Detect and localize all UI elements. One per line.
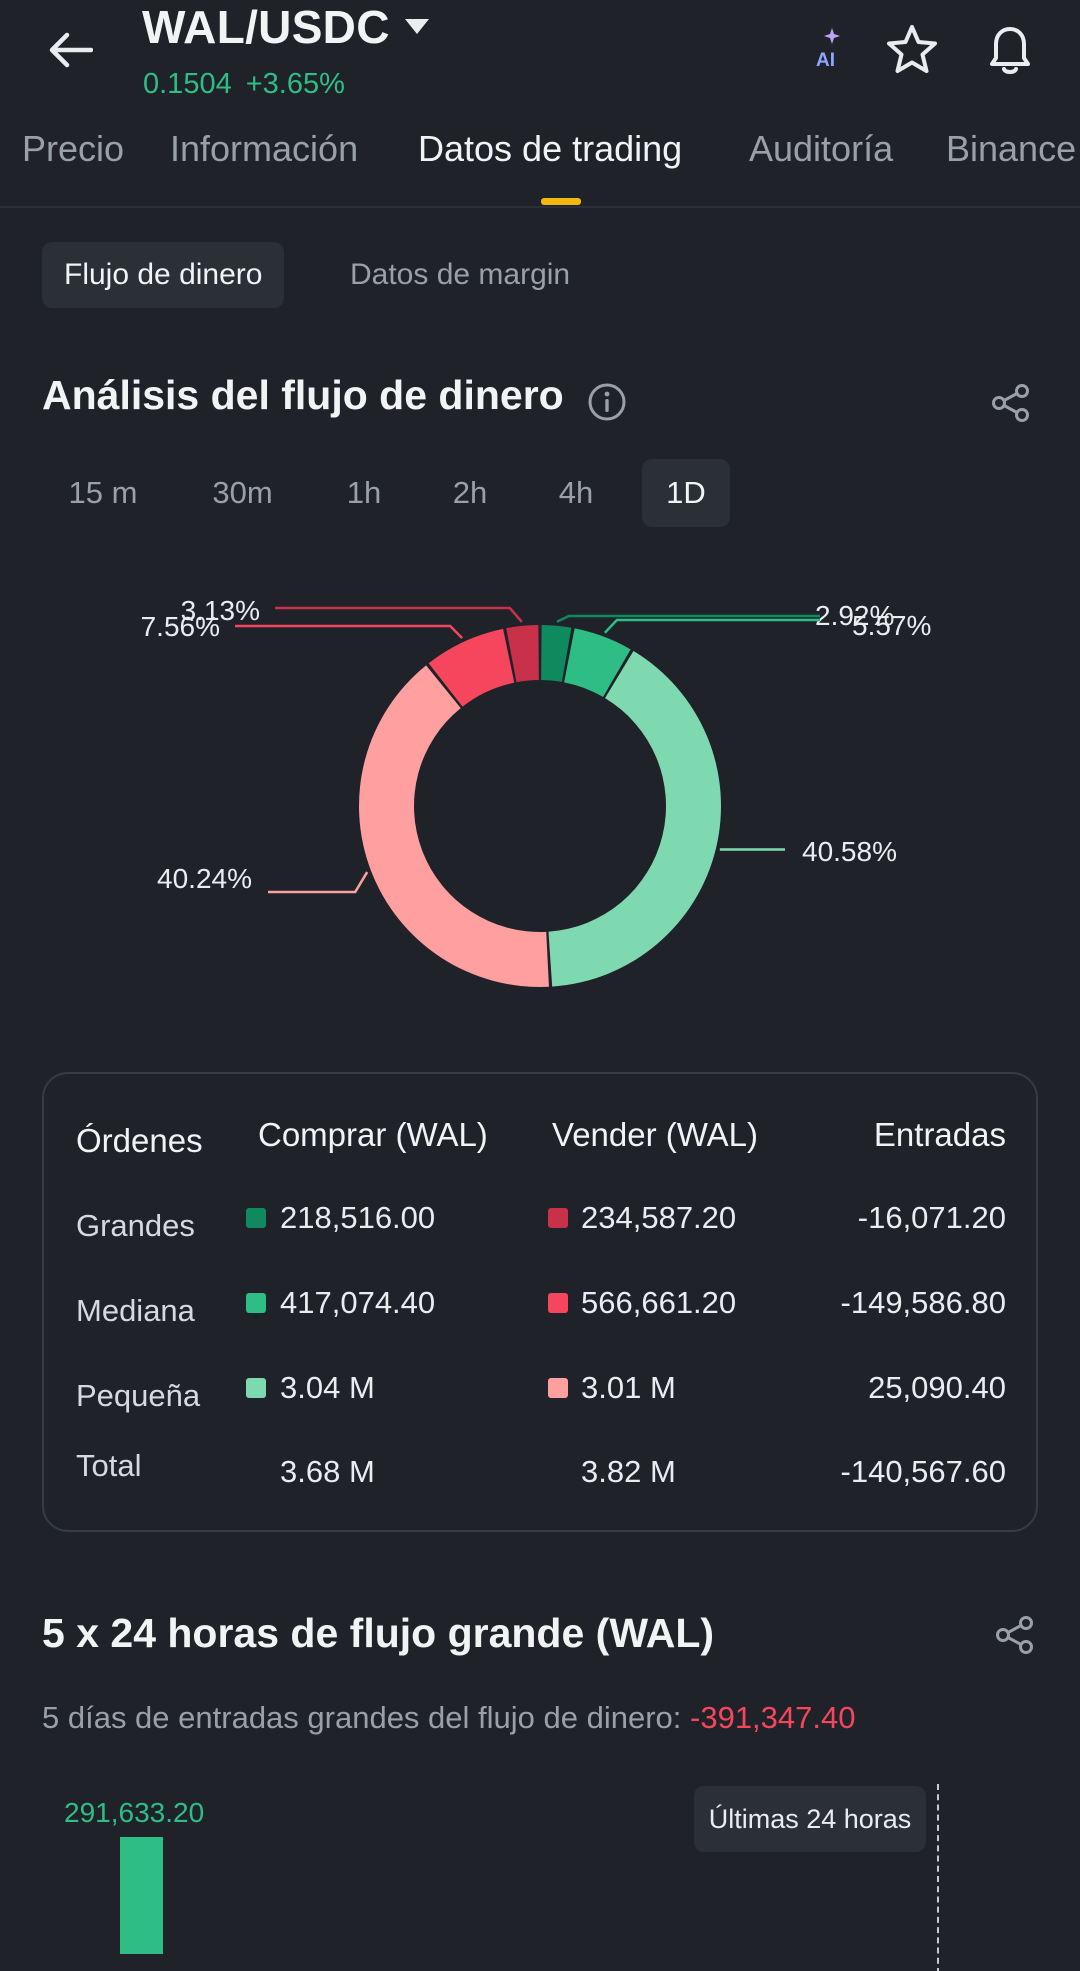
info-icon <box>588 383 626 421</box>
timeframe-2h[interactable]: 2h <box>452 475 488 510</box>
share-analysis-button[interactable] <box>990 382 1032 424</box>
star-icon <box>887 25 937 73</box>
slice-label: 40.24% <box>157 863 252 894</box>
header-entradas: Entradas <box>873 1116 1006 1153</box>
pair-title: WAL/USDC <box>142 1 390 53</box>
donut-slice[interactable] <box>506 625 539 683</box>
subtab-datos-de-margin[interactable]: Datos de margin <box>350 258 571 291</box>
last-price: 0.1504 <box>143 68 232 100</box>
buy-legend-swatch <box>246 1208 266 1228</box>
tab-precio[interactable]: Precio <box>22 128 125 169</box>
donut-slice[interactable] <box>564 628 631 697</box>
sell-value: 3.01 M <box>581 1370 676 1405</box>
slice-leader-line <box>556 614 820 623</box>
alert-button[interactable] <box>980 20 1040 80</box>
share-icon <box>996 1616 1033 1654</box>
sell-legend-swatch <box>548 1293 568 1313</box>
inflow-value: 25,090.40 <box>868 1370 1006 1405</box>
crosshair-line <box>937 1784 939 1971</box>
pair-selector[interactable]: WAL/USDC <box>142 0 430 54</box>
ai-button[interactable]: AI <box>810 24 846 72</box>
price-change: +3.65% <box>245 68 345 100</box>
inflow-value: -149,586.80 <box>840 1285 1006 1320</box>
bar-value-label: 291,633.20 <box>64 1797 205 1828</box>
timeframe-1h[interactable]: 1h <box>346 475 382 510</box>
tab-auditoria[interactable]: Auditoría <box>749 128 894 169</box>
orders-table: Órdenes Comprar (WAL) Vender (WAL) Entra… <box>42 1072 1038 1532</box>
slice-label: 40.58% <box>802 836 897 867</box>
donut-slice[interactable] <box>358 665 549 987</box>
sell-legend-swatch <box>548 1378 568 1398</box>
main-tabs: Precio Información Datos de trading Audi… <box>0 128 1080 206</box>
slice-leader-line <box>275 606 523 623</box>
slice-leader-line <box>268 871 369 894</box>
svg-text:AI: AI <box>816 50 835 71</box>
chevron-down-icon <box>404 19 429 34</box>
inflow-value: -16,071.20 <box>857 1200 1006 1235</box>
sell-legend-swatch <box>548 1208 568 1228</box>
large-flow-title: 5 x 24 horas de flujo grande (WAL) <box>42 1610 715 1656</box>
buy-value: 3.04 M <box>280 1370 375 1405</box>
slice-label: 3.13% <box>181 595 260 626</box>
donut-slice[interactable] <box>541 625 572 682</box>
price-row: 0.1504 +3.65% <box>143 68 345 101</box>
sell-value: 234,587.20 <box>581 1200 737 1235</box>
timeframe-4h[interactable]: 4h <box>558 475 594 510</box>
slice-leader-line <box>235 624 464 640</box>
tab-datos-de-trading[interactable]: Datos de trading <box>418 128 683 169</box>
buy-legend-swatch <box>246 1378 266 1398</box>
summary-label: 5 días de entradas grandes del flujo de … <box>42 1700 682 1735</box>
buy-legend-swatch <box>246 1293 266 1313</box>
buy-value: 218,516.00 <box>280 1200 436 1235</box>
timeframe-15m[interactable]: 15 m <box>68 475 138 510</box>
active-tab-indicator <box>541 198 581 205</box>
inflow-bar[interactable] <box>120 1837 163 1954</box>
timeframe-30m[interactable]: 30m <box>212 475 273 510</box>
ai-icon: AI <box>816 28 840 71</box>
buy-total: 3.68 M <box>280 1454 375 1489</box>
share-icon <box>992 384 1029 422</box>
row-label-grandes: Grandes <box>76 1208 195 1243</box>
slice-label: 7.56% <box>141 611 220 642</box>
summary-value: -391,347.40 <box>690 1700 856 1735</box>
slice-label: 5.57% <box>852 610 931 641</box>
buy-value: 417,074.40 <box>280 1285 436 1320</box>
tab-binance[interactable]: Binance <box>946 128 1077 169</box>
header-comprar: Comprar (WAL) <box>258 1116 488 1153</box>
bell-icon <box>990 27 1030 74</box>
back-arrow-icon <box>49 32 93 68</box>
row-label-mediana: Mediana <box>76 1293 195 1328</box>
info-button[interactable] <box>587 382 627 422</box>
header-ordenes: Órdenes <box>76 1122 203 1159</box>
tab-informacion[interactable]: Información <box>170 128 359 169</box>
money-flow-donut-chart: 2.92%5.57% 40.58% 40.24% 7.56%3.13% <box>141 595 931 987</box>
donut-slice[interactable] <box>548 650 721 987</box>
favorite-button[interactable] <box>884 22 940 78</box>
tabs-divider <box>0 206 1080 208</box>
share-large-flow-button[interactable] <box>994 1614 1036 1656</box>
sell-total: 3.82 M <box>581 1454 676 1489</box>
last-24h-tooltip: Últimas 24 horas <box>694 1786 926 1852</box>
row-label-pequena: Pequeña <box>76 1378 201 1413</box>
subtab-flujo-de-dinero[interactable]: Flujo de dinero <box>42 242 285 308</box>
slice-leader-line <box>603 618 820 634</box>
analysis-title: Análisis del flujo de dinero <box>42 372 564 418</box>
back-button[interactable] <box>40 22 100 78</box>
row-label-total: Total <box>76 1448 142 1483</box>
sell-value: 566,661.20 <box>581 1285 737 1320</box>
inflow-total: -140,567.60 <box>840 1454 1006 1489</box>
slice-label: 2.92% <box>815 600 894 631</box>
timeframe-1d[interactable]: 1D <box>642 459 730 527</box>
donut-slice[interactable] <box>428 628 515 707</box>
large-flow-summary: 5 días de entradas grandes del flujo de … <box>42 1700 856 1736</box>
header-vender: Vender (WAL) <box>552 1116 759 1153</box>
